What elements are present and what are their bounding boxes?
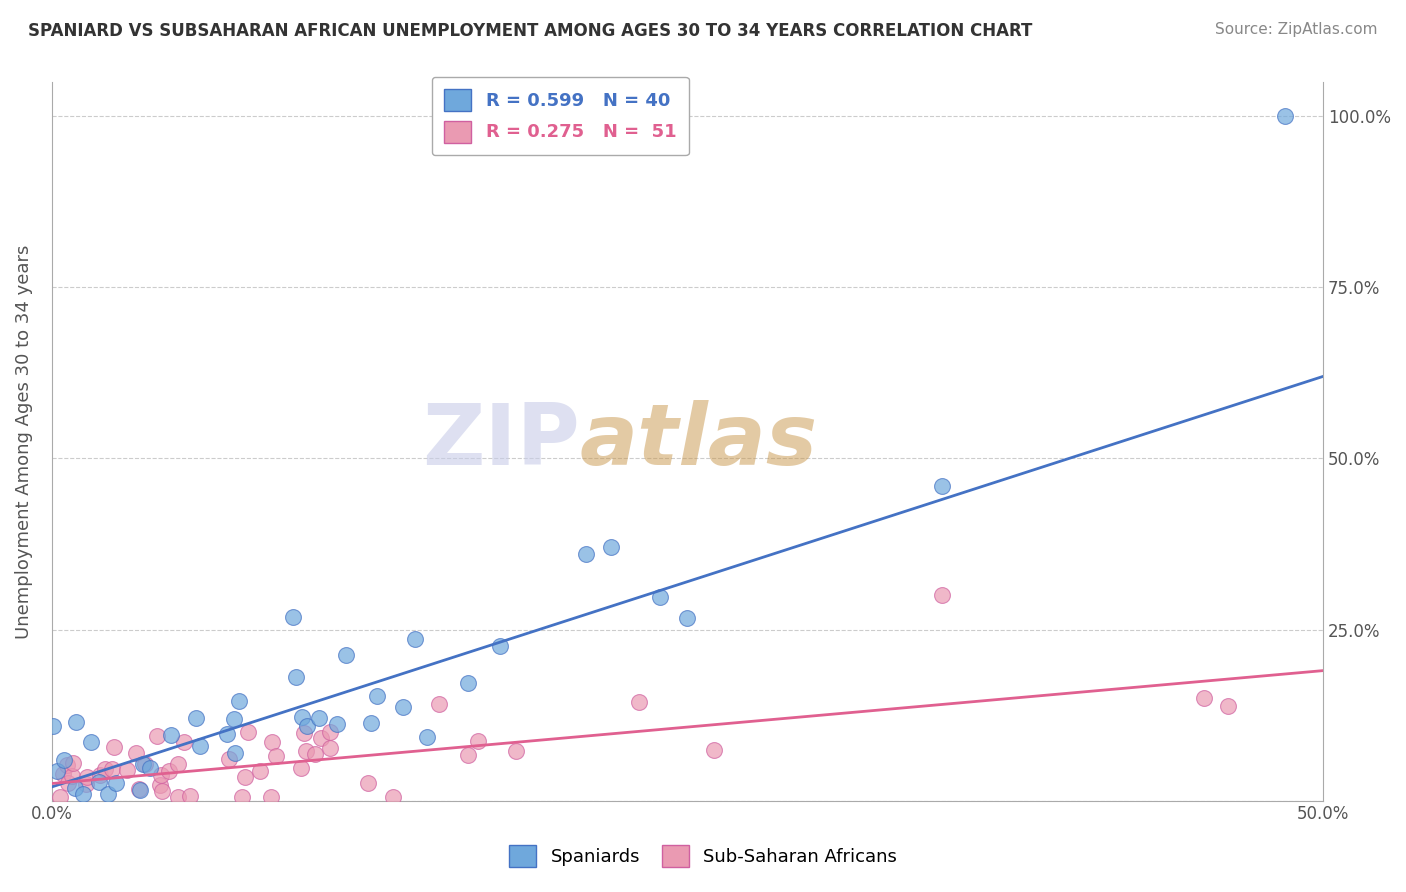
Point — [650, 591, 672, 605]
Point — [295, 719, 318, 733]
Point — [231, 790, 253, 805]
Point — [931, 588, 953, 602]
Point — [93, 762, 115, 776]
Point — [115, 763, 138, 777]
Point — [1274, 109, 1296, 123]
Point — [179, 789, 201, 804]
Point — [150, 784, 173, 798]
Point — [326, 717, 349, 731]
Point — [76, 770, 98, 784]
Point — [703, 743, 725, 757]
Point — [318, 741, 340, 756]
Legend: Spaniards, Sub-Saharan Africans: Spaniards, Sub-Saharan Africans — [502, 838, 904, 874]
Text: Source: ZipAtlas.com: Source: ZipAtlas.com — [1215, 22, 1378, 37]
Point — [218, 752, 240, 766]
Point — [87, 774, 110, 789]
Point — [392, 700, 415, 714]
Point — [52, 767, 75, 781]
Text: SPANIARD VS SUBSAHARAN AFRICAN UNEMPLOYMENT AMONG AGES 30 TO 34 YEARS CORRELATIO: SPANIARD VS SUBSAHARAN AFRICAN UNEMPLOYM… — [28, 22, 1032, 40]
Point — [89, 768, 111, 782]
Legend: R = 0.599   N = 40, R = 0.275   N =  51: R = 0.599 N = 40, R = 0.275 N = 51 — [432, 77, 689, 155]
Point — [360, 715, 382, 730]
Point — [295, 744, 318, 758]
Point — [128, 782, 150, 797]
Text: atlas: atlas — [579, 400, 817, 483]
Point — [186, 711, 208, 725]
Point — [46, 764, 69, 778]
Point — [48, 790, 70, 805]
Point — [125, 747, 148, 761]
Point — [457, 676, 479, 690]
Point — [309, 731, 332, 745]
Point — [188, 739, 211, 754]
Point — [149, 768, 172, 782]
Point — [627, 695, 650, 709]
Point — [56, 757, 79, 772]
Point — [149, 778, 172, 792]
Point — [157, 764, 180, 778]
Point — [228, 693, 250, 707]
Point — [128, 782, 150, 797]
Point — [264, 749, 287, 764]
Point — [42, 719, 65, 733]
Point — [931, 479, 953, 493]
Point — [65, 714, 87, 729]
Point — [357, 776, 380, 790]
Point — [290, 761, 312, 775]
Point — [159, 728, 181, 742]
Point — [249, 764, 271, 778]
Point — [52, 753, 75, 767]
Point — [105, 776, 128, 790]
Point — [62, 756, 84, 770]
Point — [382, 790, 405, 805]
Point — [103, 739, 125, 754]
Point — [260, 735, 283, 749]
Point — [138, 761, 160, 775]
Point — [489, 640, 512, 654]
Point — [166, 789, 188, 804]
Point — [304, 747, 326, 761]
Point — [65, 780, 87, 795]
Point — [238, 724, 260, 739]
Point — [60, 769, 83, 783]
Y-axis label: Unemployment Among Ages 30 to 34 years: Unemployment Among Ages 30 to 34 years — [15, 244, 32, 639]
Point — [467, 734, 489, 748]
Point — [416, 731, 439, 745]
Point — [260, 790, 283, 805]
Point — [173, 735, 195, 749]
Point — [56, 776, 79, 790]
Point — [505, 744, 527, 758]
Point — [285, 670, 308, 684]
Point — [146, 729, 169, 743]
Point — [575, 547, 598, 561]
Point — [319, 725, 342, 739]
Point — [101, 763, 124, 777]
Point — [600, 541, 623, 555]
Point — [224, 712, 246, 726]
Point — [1216, 698, 1239, 713]
Point — [291, 710, 314, 724]
Point — [80, 735, 103, 749]
Point — [457, 748, 479, 763]
Point — [427, 698, 450, 712]
Point — [676, 611, 699, 625]
Point — [281, 610, 304, 624]
Point — [366, 689, 388, 703]
Point — [235, 770, 257, 784]
Point — [294, 726, 316, 740]
Point — [75, 777, 97, 791]
Point — [131, 757, 153, 772]
Point — [1192, 690, 1215, 705]
Point — [72, 787, 94, 801]
Point — [308, 711, 330, 725]
Point — [224, 746, 246, 760]
Point — [335, 648, 357, 662]
Point — [404, 632, 426, 647]
Point — [167, 757, 190, 772]
Point — [217, 727, 239, 741]
Point — [97, 787, 120, 801]
Point — [134, 756, 156, 771]
Text: ZIP: ZIP — [422, 400, 579, 483]
